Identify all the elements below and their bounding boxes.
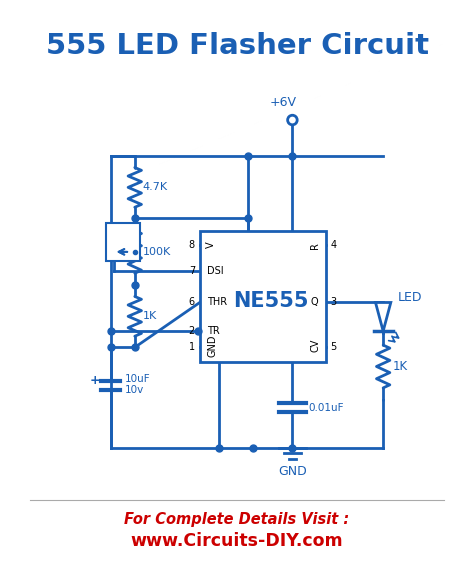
Text: www.Circuits-DIY.com: www.Circuits-DIY.com: [131, 532, 343, 550]
Text: 4: 4: [331, 240, 337, 250]
Text: 1K: 1K: [142, 311, 157, 321]
Text: Q: Q: [310, 297, 318, 307]
Text: +6V: +6V: [269, 96, 296, 110]
Text: 555 LED Flasher Circuit: 555 LED Flasher Circuit: [46, 33, 428, 61]
Text: 7: 7: [189, 266, 195, 276]
Polygon shape: [375, 303, 391, 331]
Text: +: +: [90, 374, 100, 387]
Text: V: V: [205, 242, 216, 248]
Bar: [106, 223, 139, 261]
Text: TR: TR: [208, 326, 220, 336]
Text: 0.01uF: 0.01uF: [309, 403, 344, 413]
Text: NE555: NE555: [233, 291, 308, 311]
Text: THR: THR: [208, 297, 228, 307]
Text: For Complete Details Visit :: For Complete Details Visit :: [124, 512, 350, 527]
Text: 1: 1: [189, 342, 195, 352]
Bar: [200, 231, 326, 361]
Text: 6: 6: [189, 297, 195, 307]
Text: 8: 8: [189, 240, 195, 250]
Text: 3: 3: [331, 297, 337, 307]
Text: 5: 5: [331, 342, 337, 352]
Text: CV: CV: [310, 339, 320, 352]
Text: DSI: DSI: [208, 266, 224, 276]
Text: 2: 2: [189, 326, 195, 336]
Text: 10uF
10v: 10uF 10v: [125, 374, 151, 395]
Text: GND: GND: [208, 334, 218, 357]
Text: LED: LED: [398, 292, 422, 304]
Text: R: R: [310, 242, 320, 248]
Text: 1K: 1K: [392, 360, 408, 373]
Text: 100K: 100K: [142, 247, 171, 257]
Text: GND: GND: [278, 465, 307, 478]
Text: 4.7K: 4.7K: [142, 182, 167, 192]
